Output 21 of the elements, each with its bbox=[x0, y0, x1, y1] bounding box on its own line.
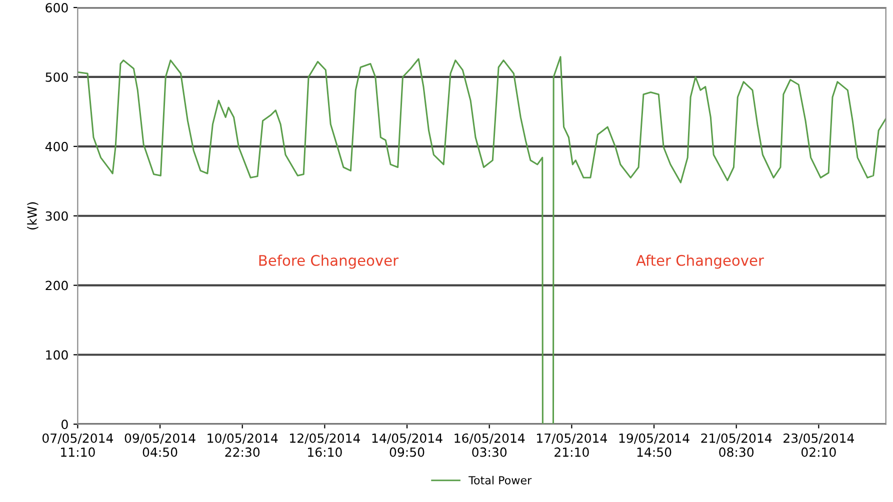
x-tick-label: 16/05/2014 03:30 bbox=[454, 433, 525, 457]
annotation: Before Changeover bbox=[259, 254, 399, 269]
x-tick-label: 07/05/2014 11:10 bbox=[42, 433, 114, 457]
y-tick-label: 200 bbox=[46, 280, 68, 290]
y-axis-title: (kW) bbox=[27, 202, 38, 230]
x-tick-label: 10/05/2014 22:30 bbox=[208, 433, 278, 457]
x-tick-label: 23/05/2014 02:10 bbox=[784, 433, 854, 457]
x-tick-label: 19/05/2014 14:50 bbox=[619, 433, 690, 457]
y-tick-label: 400 bbox=[45, 142, 68, 152]
legend-label: Total Power bbox=[468, 476, 532, 484]
x-tick-label: 17/05/2014 21:10 bbox=[537, 433, 607, 457]
y-tick-label: 100 bbox=[46, 350, 68, 360]
x-tick-label: 21/05/2014 08:30 bbox=[701, 433, 772, 457]
x-tick-label: 09/05/2014 04:50 bbox=[124, 433, 196, 457]
y-tick-label: 300 bbox=[46, 211, 68, 221]
x-tick-label: 14/05/2014 09:50 bbox=[372, 433, 442, 457]
y-tick-label: 0 bbox=[62, 420, 68, 430]
x-tick-label: 12/05/2014 16:10 bbox=[290, 433, 360, 457]
y-tick-label: 500 bbox=[46, 72, 68, 82]
annotation: After Changeover bbox=[636, 254, 764, 269]
y-tick-label: 600 bbox=[46, 3, 68, 12]
